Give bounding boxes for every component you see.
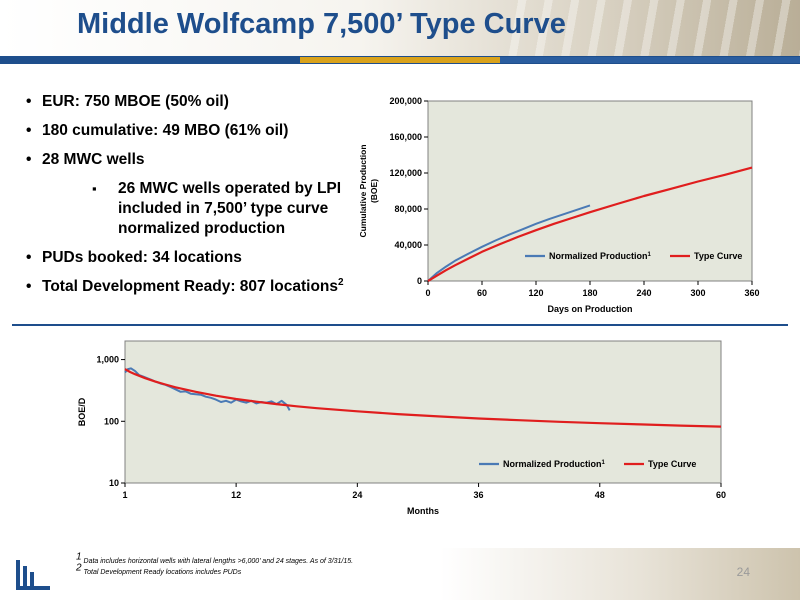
x-tick-label: 0: [425, 288, 430, 298]
bullet-puds: PUDs booked: 34 locations: [26, 248, 356, 268]
legend-footnote-marker: 1: [648, 252, 652, 258]
bullet-eur: EUR: 750 MBOE (50% oil): [26, 92, 356, 112]
page-number: 24: [736, 565, 750, 579]
legend-label-normalized: Normalized Production1: [503, 459, 606, 469]
company-logo-icon: [16, 560, 50, 590]
y-axis-label: Cumulative Production: [358, 144, 368, 237]
plot-area: [124, 340, 722, 484]
section-divider: [12, 324, 788, 326]
y-tick-label: 100: [104, 416, 119, 426]
x-tick-label: 60: [477, 288, 487, 298]
daily-rate-chart: 10 100 1,000 1 12 24 36 48 60 Months BOE/D Normaliz…: [77, 340, 726, 516]
type-curve-line: [124, 368, 722, 428]
cumulative-production-chart: 0 40,000 80,000 120,000 160,000 200,000 0 60 120…: [358, 96, 760, 314]
bullet-list: EUR: 750 MBOE (50% oil) 180 cumulative: …: [26, 92, 356, 306]
x-tick-label: 1: [122, 490, 127, 500]
type-curve-line: [427, 166, 753, 282]
slide-title: Middle Wolfcamp 7,500’ Type Curve: [77, 8, 566, 40]
x-tick-label: 360: [744, 288, 759, 298]
bullet-mwc-wells: 28 MWC wells: [26, 150, 356, 170]
legend-label-normalized: Normalized Production1: [549, 251, 652, 261]
y-tick-label: 160,000: [389, 132, 422, 142]
x-tick-label: 240: [636, 288, 651, 298]
x-tick-label: 12: [231, 490, 241, 500]
bullet-development-ready: Total Development Ready: 807 locations2: [26, 277, 356, 297]
normalized-production-line: [427, 204, 591, 282]
footnote-1: 1 Data includes horizontal wells with la…: [76, 551, 354, 565]
legend-footnote-marker: 1: [602, 460, 606, 466]
y-tick-label: 80,000: [394, 204, 422, 214]
y-tick-label: 120,000: [389, 168, 422, 178]
x-tick-label: 60: [716, 490, 726, 500]
y-axis-label: (BOE): [369, 179, 379, 203]
sub-bullet-operated-wells: 26 MWC wells operated by LPI included in…: [92, 179, 348, 239]
y-tick-label: 0: [417, 276, 422, 286]
x-tick-label: 300: [690, 288, 705, 298]
x-tick-label: 36: [474, 490, 484, 500]
footer-background: [0, 548, 800, 600]
y-tick-label: 10: [109, 478, 119, 488]
header-stripe-right: [500, 57, 800, 63]
legend-label-type-curve: Type Curve: [694, 251, 742, 261]
x-axis-label: Months: [407, 506, 439, 516]
footnotes: 1 Data includes horizontal wells with la…: [76, 551, 354, 578]
x-axis-label: Days on Production: [547, 304, 632, 314]
bullet-cumulative: 180 cumulative: 49 MBO (61% oil): [26, 121, 356, 141]
y-tick-label: 1,000: [96, 355, 119, 365]
x-tick-label: 180: [582, 288, 597, 298]
x-tick-label: 24: [352, 490, 362, 500]
x-tick-label: 48: [595, 490, 605, 500]
y-tick-label: 200,000: [389, 96, 422, 106]
x-tick-label: 120: [528, 288, 543, 298]
y-axis-label: BOE/D: [77, 397, 87, 426]
legend-label-type-curve: Type Curve: [648, 459, 696, 469]
header-stripe-accent: [300, 57, 500, 63]
y-tick-label: 40,000: [394, 240, 422, 250]
header-background: [0, 0, 800, 60]
footnote-2: 2 Total Development Ready locations incl…: [76, 562, 242, 576]
